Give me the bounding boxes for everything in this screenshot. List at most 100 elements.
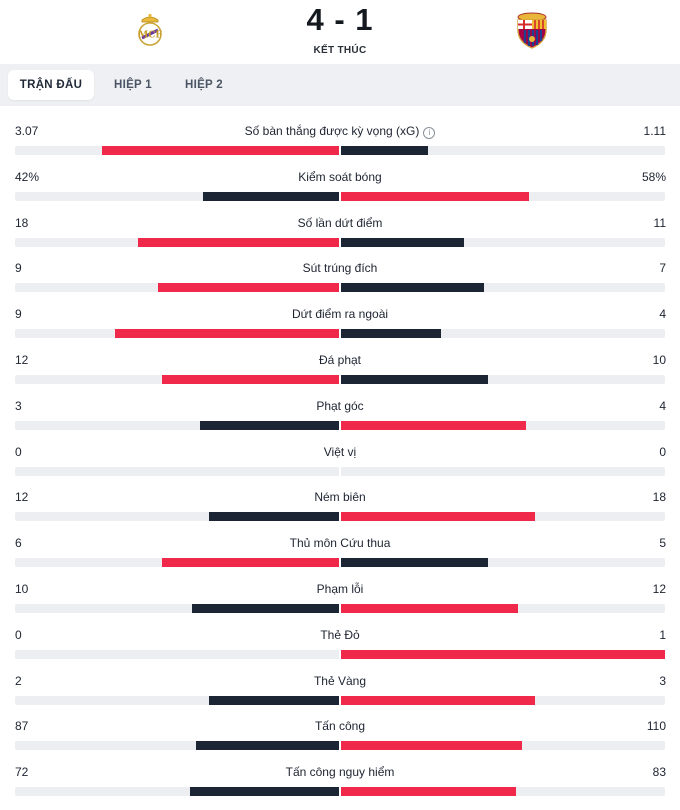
away-stat-value: 10 xyxy=(652,352,666,367)
match-status: KẾT THÚC xyxy=(313,45,367,56)
home-team-crest-icon[interactable]: MCF xyxy=(128,8,172,52)
away-bar-fill xyxy=(341,558,488,568)
away-stat-value: 58% xyxy=(641,169,666,184)
away-bar-track xyxy=(341,283,665,293)
stat-row: 42% Kiểm soát bóng 58% xyxy=(0,162,680,208)
home-bar-fill xyxy=(203,191,339,201)
stat-label: Phạm lỗi xyxy=(316,581,364,596)
away-bar-fill xyxy=(341,374,488,384)
stat-row: 3.07 Số bàn thắng được kỳ vọng (xG) i 1.11 xyxy=(0,116,680,162)
away-bar-track xyxy=(341,695,665,705)
away-stat-value: 18 xyxy=(652,490,666,505)
stat-label: Số lần dứt điểm xyxy=(297,215,383,230)
stat-label: Dứt điểm ra ngoài xyxy=(291,307,389,322)
tab-match[interactable]: TRẬN ĐẤU xyxy=(8,70,94,100)
stat-row: 18 Số lần dứt điểm 11 xyxy=(0,208,680,254)
home-bar-track xyxy=(15,146,339,155)
away-stat-value: 4 xyxy=(659,398,666,413)
stat-label: Thẻ Đỏ xyxy=(320,627,360,642)
away-bar-track xyxy=(341,603,665,613)
away-stat-value: 0 xyxy=(659,444,666,459)
home-stat-value: 18 xyxy=(15,215,29,230)
home-bar-track xyxy=(15,649,339,659)
tab-first-half[interactable]: HIỆP 1 xyxy=(113,79,153,91)
stat-row: 3 Phạt góc 4 xyxy=(0,391,680,437)
home-bar-fill xyxy=(138,237,339,247)
home-stat-value: 0 xyxy=(15,627,22,642)
home-stat-value: 72 xyxy=(15,765,29,780)
away-bar-track xyxy=(341,329,665,339)
stat-row: 2 Thẻ Vàng 3 xyxy=(0,666,680,712)
home-bar-fill xyxy=(200,420,339,430)
home-bar-fill xyxy=(192,603,339,613)
home-bar-fill xyxy=(209,695,339,705)
home-bar-fill xyxy=(190,787,339,797)
stats-list: 3.07 Số bàn thắng được kỳ vọng (xG) i 1.11 4… xyxy=(0,116,680,803)
stat-label: Tấn công xyxy=(314,719,366,734)
away-bar-track xyxy=(341,146,665,155)
stat-label: Việt vị xyxy=(323,444,357,459)
away-stat-value: 3 xyxy=(659,673,666,688)
home-bar-track xyxy=(15,191,339,201)
stat-label: Phạt góc xyxy=(316,398,364,413)
match-header: MCF 4 - 1 KẾT THÚC xyxy=(0,0,680,64)
away-team-crest-icon[interactable] xyxy=(510,8,554,52)
away-stat-value: 7 xyxy=(659,261,666,276)
away-stat-value: 4 xyxy=(659,307,666,322)
stat-label: Sút trúng đích xyxy=(302,261,378,276)
home-bar-track xyxy=(15,420,339,430)
stat-row: 9 Dứt điểm ra ngoài 4 xyxy=(0,299,680,345)
away-bar-fill xyxy=(341,191,529,201)
stat-row: 0 Thẻ Đỏ 1 xyxy=(0,620,680,666)
match-score: 4 - 1 xyxy=(306,2,374,37)
home-stat-value: 6 xyxy=(15,536,22,551)
stat-row: 87 Tấn công 110 xyxy=(0,711,680,757)
away-bar-fill xyxy=(341,237,464,247)
home-bar-track xyxy=(15,466,339,476)
away-bar-fill xyxy=(341,512,535,522)
home-bar-track xyxy=(15,603,339,613)
home-stat-value: 2 xyxy=(15,673,22,688)
stat-row: 0 Việt vị 0 xyxy=(0,437,680,483)
away-stat-value: 110 xyxy=(646,719,666,734)
away-bar-track xyxy=(341,741,665,751)
home-bar-track xyxy=(15,329,339,339)
away-bar-fill xyxy=(341,787,516,797)
info-icon[interactable]: i xyxy=(423,127,436,139)
home-bar-track xyxy=(15,283,339,293)
away-bar-fill xyxy=(341,329,441,339)
away-bar-fill xyxy=(341,603,518,613)
home-stat-value: 9 xyxy=(15,307,22,322)
stat-row: 12 Ném biên 18 xyxy=(0,482,680,528)
away-bar-track xyxy=(341,237,665,247)
home-stat-value: 42% xyxy=(15,169,40,184)
home-stat-value: 87 xyxy=(15,719,29,734)
away-stat-value: 11 xyxy=(653,215,666,230)
home-bar-track xyxy=(15,237,339,247)
stat-row: 72 Tấn công nguy hiểm 83 xyxy=(0,757,680,803)
away-bar-track xyxy=(341,374,665,384)
away-bar-fill xyxy=(341,741,522,751)
away-bar-fill xyxy=(341,283,484,293)
away-bar-track xyxy=(341,191,665,201)
away-stat-value: 83 xyxy=(652,765,666,780)
home-stat-value: 12 xyxy=(15,490,29,505)
stat-label: Tấn công nguy hiểm xyxy=(285,765,395,780)
home-bar-fill xyxy=(196,741,339,751)
stat-label: Ném biên xyxy=(314,490,366,505)
home-bar-track xyxy=(15,695,339,705)
period-tabs: TRẬN ĐẤU HIỆP 1 HIỆP 2 xyxy=(0,64,680,106)
home-stat-value: 3 xyxy=(15,398,22,413)
home-bar-track xyxy=(15,558,339,568)
stat-label: Số bàn thắng được kỳ vọng (xG) i xyxy=(0,124,680,139)
away-bar-fill xyxy=(341,146,428,155)
tab-second-half[interactable]: HIỆP 2 xyxy=(184,79,224,91)
home-stat-value: 0 xyxy=(15,444,22,459)
home-bar-track xyxy=(15,374,339,384)
home-bar-fill xyxy=(115,329,339,339)
stat-row: 9 Sút trúng đích 7 xyxy=(0,253,680,299)
stat-label: Thẻ Vàng xyxy=(313,673,367,688)
home-stat-value: 9 xyxy=(15,261,22,276)
stat-row: 12 Đá phạt 10 xyxy=(0,345,680,391)
home-bar-fill xyxy=(158,283,339,293)
